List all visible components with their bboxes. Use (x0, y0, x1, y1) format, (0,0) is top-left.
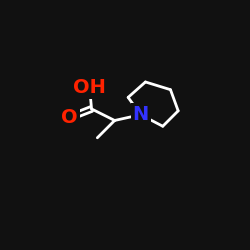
Text: OH: OH (73, 78, 106, 97)
Text: O: O (61, 108, 78, 127)
Text: N: N (132, 105, 149, 124)
